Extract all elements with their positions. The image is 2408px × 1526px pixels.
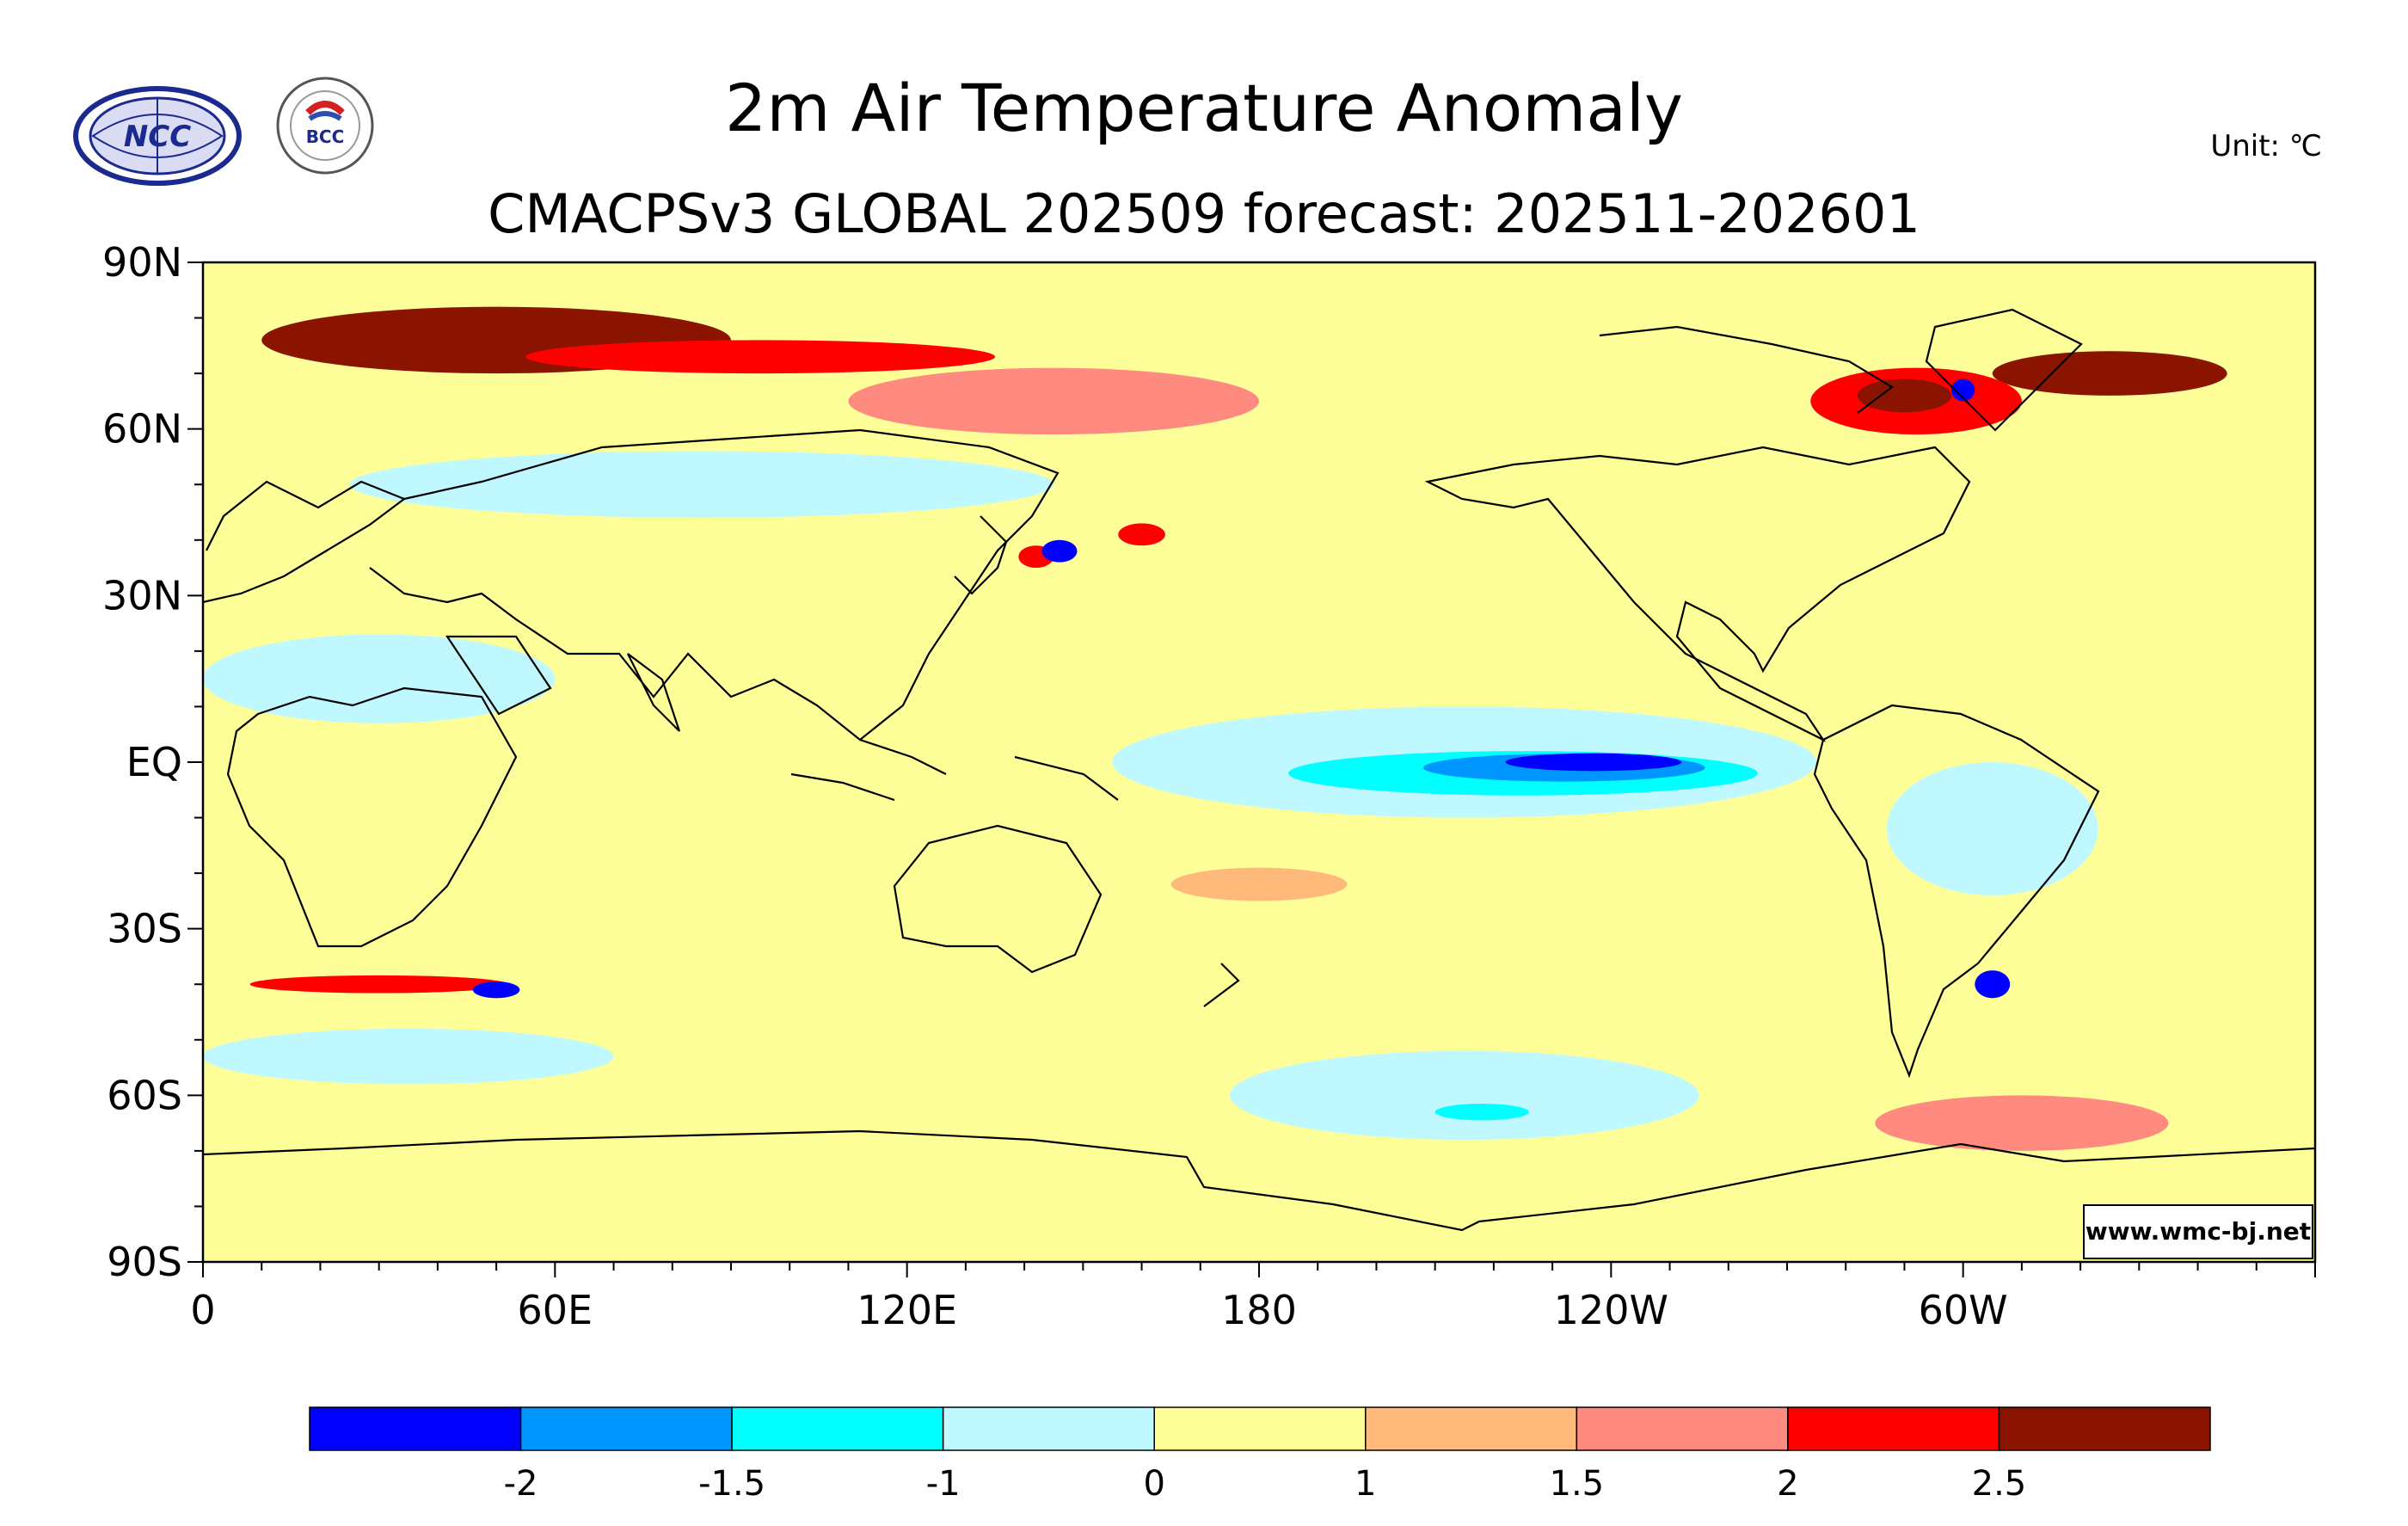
ncc-logo: NCC — [73, 86, 242, 186]
bcc-logo: BCC — [276, 77, 374, 175]
latitude-labels: 90N 60N 30N EQ 30S 60S 90S — [102, 239, 182, 1285]
colorbar-label-3: 0 — [1143, 1464, 1164, 1504]
anomaly-region-16 — [1886, 762, 2098, 895]
colorbar-label-6: 2 — [1777, 1464, 1798, 1504]
colorbar-swatch-3 — [942, 1406, 1155, 1451]
colorbar-swatch-2 — [731, 1406, 944, 1451]
anomaly-region-1 — [525, 340, 995, 374]
anomaly-region-11 — [203, 634, 556, 723]
lon-label-5: 60W — [1919, 1287, 2008, 1333]
longitude-labels: 0 60E 120E 180 120W 60W — [190, 1287, 2007, 1333]
colorbar-swatch-7 — [1787, 1406, 2000, 1451]
anomaly-region-2 — [1992, 351, 2227, 396]
colorbar-label-1: -1.5 — [698, 1464, 765, 1504]
lat-label-6: 90S — [107, 1239, 182, 1285]
longitude-ticks — [202, 1262, 2316, 1277]
anomaly-region-20 — [249, 975, 508, 994]
anomaly-region-8 — [1041, 539, 1078, 563]
lat-label-3: EQ — [126, 739, 182, 785]
lat-label-0: 90N — [102, 239, 182, 286]
colorbar-label-7: 2.5 — [1972, 1464, 2027, 1504]
bcc-logo-text: BCC — [306, 126, 345, 147]
colorbar-label-5: 1.5 — [1550, 1464, 1605, 1504]
colorbar-label-0: -2 — [504, 1464, 538, 1504]
anomaly-region-5 — [848, 367, 1259, 435]
anomaly-region-23 — [1875, 1095, 2169, 1151]
anomaly-region-21 — [472, 981, 520, 999]
lon-label-4: 120W — [1554, 1287, 1668, 1333]
anomaly-region-10 — [349, 451, 1054, 518]
lon-label-3: 180 — [1221, 1287, 1297, 1333]
latitude-ticks — [187, 262, 203, 1263]
anomaly-region-24 — [1170, 867, 1348, 901]
lat-label-4: 30S — [107, 906, 182, 952]
colorbar-labels: -2 -1.5 -1 0 1 1.5 2 2.5 — [504, 1464, 2027, 1504]
lat-label-5: 60S — [107, 1072, 182, 1118]
colorbar-swatch-5 — [1365, 1406, 1578, 1451]
ncc-logo-text: NCC — [124, 120, 191, 154]
colorbar-swatch-0 — [309, 1406, 522, 1451]
colorbar-swatch-4 — [1153, 1406, 1367, 1451]
anomaly-region-17 — [1229, 1050, 1699, 1140]
colorbar-label-4: 1 — [1354, 1464, 1376, 1504]
lat-label-2: 30N — [102, 572, 182, 618]
anomaly-region-15 — [1505, 753, 1682, 772]
unit-label: Unit: ℃ — [2210, 129, 2322, 163]
anomaly-regions — [203, 306, 2227, 1151]
anomaly-region-19 — [203, 1028, 614, 1085]
watermark-label: www.wmc-bj.net — [2083, 1204, 2313, 1259]
map-title: 2m Air Temperature Anomaly — [725, 70, 1683, 146]
colorbar-swatch-1 — [519, 1406, 733, 1451]
anomaly-region-22 — [1975, 970, 2011, 999]
map-subtitle: CMACPSv3 GLOBAL 202509 forecast: 202511-… — [488, 182, 1920, 245]
lon-label-1: 60E — [518, 1287, 593, 1333]
coastlines — [203, 308, 2315, 1232]
anomaly-region-9 — [1951, 378, 1975, 402]
colorbar-swatch-6 — [1576, 1406, 1789, 1451]
anomaly-region-4 — [1857, 378, 1952, 413]
colorbar-label-2: -1 — [926, 1464, 961, 1504]
anomaly-region-18 — [1434, 1104, 1529, 1121]
lon-label-0: 0 — [190, 1287, 215, 1333]
lat-label-1: 60N — [102, 406, 182, 452]
colorbar-swatch-8 — [1998, 1406, 2211, 1451]
colorbar — [309, 1406, 2211, 1451]
lon-label-2: 120E — [857, 1287, 957, 1333]
anomaly-region-7 — [1118, 523, 1165, 546]
